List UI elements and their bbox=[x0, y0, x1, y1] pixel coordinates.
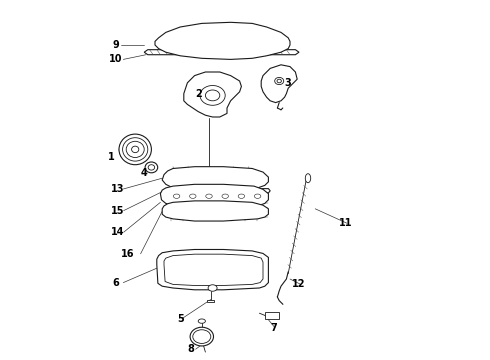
Ellipse shape bbox=[222, 194, 228, 198]
Text: 15: 15 bbox=[110, 206, 124, 216]
Text: 12: 12 bbox=[292, 279, 306, 289]
Polygon shape bbox=[162, 25, 285, 54]
Polygon shape bbox=[162, 201, 269, 221]
Text: 9: 9 bbox=[112, 40, 119, 50]
Ellipse shape bbox=[132, 146, 139, 153]
Ellipse shape bbox=[119, 134, 151, 165]
Text: 7: 7 bbox=[270, 323, 277, 333]
Ellipse shape bbox=[200, 86, 225, 105]
Ellipse shape bbox=[206, 194, 212, 198]
Text: 11: 11 bbox=[339, 218, 352, 228]
Polygon shape bbox=[184, 72, 242, 117]
Ellipse shape bbox=[305, 174, 311, 183]
FancyBboxPatch shape bbox=[207, 300, 215, 302]
Ellipse shape bbox=[190, 327, 214, 346]
Polygon shape bbox=[261, 65, 297, 103]
Ellipse shape bbox=[254, 194, 261, 198]
Ellipse shape bbox=[277, 79, 281, 83]
Polygon shape bbox=[155, 22, 290, 59]
Text: 4: 4 bbox=[141, 168, 147, 178]
Ellipse shape bbox=[126, 141, 144, 158]
Text: 10: 10 bbox=[109, 54, 122, 64]
Text: 8: 8 bbox=[188, 344, 195, 354]
Ellipse shape bbox=[198, 319, 205, 323]
Polygon shape bbox=[164, 189, 270, 193]
Text: 6: 6 bbox=[112, 278, 119, 288]
Ellipse shape bbox=[193, 330, 211, 343]
Polygon shape bbox=[162, 167, 269, 190]
Text: 14: 14 bbox=[110, 227, 124, 237]
Polygon shape bbox=[144, 50, 299, 55]
Text: 3: 3 bbox=[285, 78, 292, 88]
Ellipse shape bbox=[145, 162, 158, 173]
FancyBboxPatch shape bbox=[265, 312, 279, 319]
Text: 1: 1 bbox=[108, 152, 115, 162]
Ellipse shape bbox=[238, 194, 245, 198]
Text: 2: 2 bbox=[195, 89, 201, 99]
Text: 5: 5 bbox=[177, 314, 184, 324]
Text: 13: 13 bbox=[110, 184, 124, 194]
Ellipse shape bbox=[208, 285, 217, 291]
Ellipse shape bbox=[190, 194, 196, 198]
Ellipse shape bbox=[275, 77, 284, 85]
Polygon shape bbox=[160, 184, 269, 208]
Ellipse shape bbox=[173, 194, 180, 198]
Ellipse shape bbox=[122, 138, 148, 161]
Polygon shape bbox=[157, 249, 269, 290]
Ellipse shape bbox=[205, 90, 220, 101]
Text: 16: 16 bbox=[121, 249, 135, 259]
Ellipse shape bbox=[148, 165, 155, 170]
